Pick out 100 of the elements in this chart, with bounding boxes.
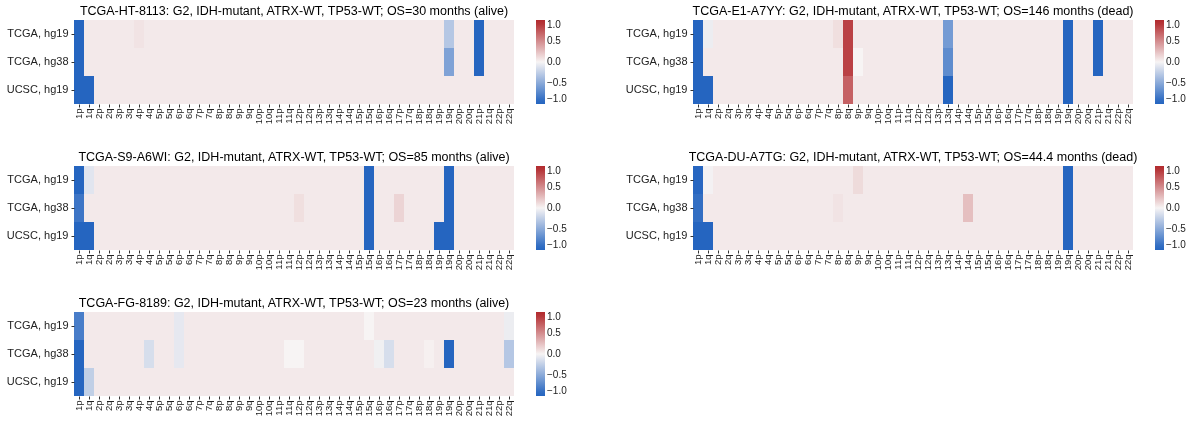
x-tick-label: 19q <box>1062 254 1073 271</box>
color-bar-label: 0.5 <box>547 327 562 338</box>
color-bar-label: 0.5 <box>1166 35 1181 46</box>
x-tick-label: 1p <box>73 108 84 120</box>
color-bar-label: 0.0 <box>547 56 562 67</box>
color-bar-label: −0.5 <box>547 77 568 88</box>
x-tick-label: 21p <box>1092 108 1103 125</box>
chart-title: TCGA-DU-A7TG: G2, IDH-mutant, ATRX-WT, TP53-WT; OS=44.4 months (dead) <box>688 149 1138 164</box>
y-tick-label: TCGA, hg38 <box>7 347 69 359</box>
x-tick-label: 3p <box>113 108 124 120</box>
x-tick-label: 6p <box>792 254 803 266</box>
x-tick-label: 14q <box>962 108 973 125</box>
x-tick-label: 4p <box>752 254 763 266</box>
color-bar-label: 1.0 <box>1166 19 1181 30</box>
x-tick-label: 4q <box>762 108 773 120</box>
color-bar-label: −0.5 <box>547 223 568 234</box>
x-tick-label: 8q <box>842 108 853 120</box>
x-tick-label: 17p <box>1012 254 1023 271</box>
x-tick-label: 2q <box>103 400 114 412</box>
x-tick-label: 20q <box>463 108 474 125</box>
x-tick-label: 17p <box>393 108 404 125</box>
x-tick-label: 11q <box>283 254 294 270</box>
x-tick-label: 22p <box>493 108 504 125</box>
x-tick-label: 7q <box>822 108 833 120</box>
x-tick-label: 16p <box>373 254 384 271</box>
x-tick-label: 12p <box>912 108 923 125</box>
x-tick-label: 14q <box>343 108 354 125</box>
x-tick-label: 5p <box>153 400 164 412</box>
x-tick-label: 11q <box>283 108 294 124</box>
x-tick-label: 19q <box>443 400 454 417</box>
color-bar-label: 0.5 <box>547 181 562 192</box>
x-tick-label: 7q <box>203 108 214 120</box>
x-tick-label: 22p <box>493 254 504 271</box>
x-tick-label: 18p <box>1032 108 1043 125</box>
x-tick-label: 9p <box>233 254 244 266</box>
x-tick-label: 10q <box>263 400 274 417</box>
x-tick-label: 7p <box>193 400 204 412</box>
chart-title: TCGA-FG-8189: G2, IDH-mutant, ATRX-WT, TP53-WT; OS=23 months (alive) <box>78 295 510 310</box>
x-tick-label: 1p <box>73 254 84 266</box>
x-tick-label: 4p <box>133 108 144 120</box>
color-bar-label: 0.5 <box>547 35 562 46</box>
x-tick-label: 1p <box>692 108 703 120</box>
x-tick-label: 20q <box>1082 254 1093 271</box>
x-tick-label: 7p <box>812 254 823 266</box>
color-bar-label: −1.0 <box>547 239 568 250</box>
x-tick-label: 5p <box>772 254 783 266</box>
x-tick-label: 2p <box>712 254 723 266</box>
x-tick-label: 3q <box>123 108 134 120</box>
x-tick-label: 17q <box>1022 108 1033 125</box>
x-tick-label: 10p <box>872 108 883 125</box>
chart-title: TCGA-S9-A6WI: G2, IDH-mutant, ATRX-WT, TP53-WT; OS=85 months (alive) <box>78 149 510 164</box>
x-tick-label: 20p <box>453 254 464 271</box>
x-tick-label: 5q <box>782 108 793 120</box>
x-tick-label: 10p <box>253 400 264 417</box>
x-tick-label: 22p <box>1112 108 1123 125</box>
x-tick-label: 16p <box>992 254 1003 271</box>
x-tick-label: 9p <box>233 108 244 120</box>
x-tick-label: 14q <box>343 400 354 417</box>
x-tick-label: 14p <box>333 108 344 125</box>
x-tick-label: 18p <box>1032 254 1043 271</box>
x-tick-label: 22p <box>1112 254 1123 271</box>
x-tick-label: 14q <box>343 254 354 271</box>
x-tick-label: 19p <box>433 254 444 271</box>
x-tick-label: 2q <box>722 108 733 120</box>
x-tick-label: 18p <box>413 108 424 125</box>
x-tick-label: 8p <box>832 108 843 120</box>
x-tick-label: 20q <box>463 254 474 271</box>
x-tick-label: 15q <box>363 254 374 271</box>
x-tick-label: 8p <box>213 108 224 120</box>
x-tick-label: 21q <box>1102 108 1113 125</box>
x-tick-label: 3q <box>123 400 134 412</box>
x-tick-label: 15p <box>972 254 983 271</box>
x-tick-label: 10q <box>882 254 893 271</box>
x-tick-label: 13q <box>323 400 334 417</box>
x-tick-label: 7q <box>203 254 214 266</box>
x-tick-label: 22q <box>1122 254 1133 271</box>
x-tick-label: 2p <box>712 108 723 120</box>
x-tick-label: 15p <box>353 108 364 125</box>
color-bar-label: −1.0 <box>547 385 568 396</box>
y-tick-label: TCGA, hg19 <box>7 173 69 185</box>
x-tick-label: 6q <box>802 108 813 120</box>
color-bar-label: 1.0 <box>547 311 562 322</box>
x-tick-label: 5q <box>782 254 793 266</box>
x-tick-label: 18q <box>1042 254 1053 271</box>
x-tick-label: 12q <box>922 254 933 271</box>
y-tick-label: TCGA, hg38 <box>7 55 69 67</box>
color-bar-label: 0.5 <box>1166 181 1181 192</box>
x-tick-label: 7p <box>193 254 204 266</box>
color-bar-label: −0.5 <box>547 369 568 380</box>
x-tick-label: 18q <box>423 400 434 417</box>
y-tick-label: UCSC, hg19 <box>625 83 688 95</box>
x-tick-label: 1q <box>702 254 713 266</box>
x-tick-label: 15q <box>363 108 374 125</box>
color-bar-label: 1.0 <box>1166 165 1181 176</box>
x-tick-label: 21p <box>473 108 484 125</box>
x-tick-label: 1q <box>83 254 94 266</box>
x-tick-label: 3p <box>732 254 743 266</box>
x-tick-label: 17p <box>393 254 404 271</box>
x-tick-label: 17p <box>1012 108 1023 125</box>
color-bar-label: 1.0 <box>547 165 562 176</box>
